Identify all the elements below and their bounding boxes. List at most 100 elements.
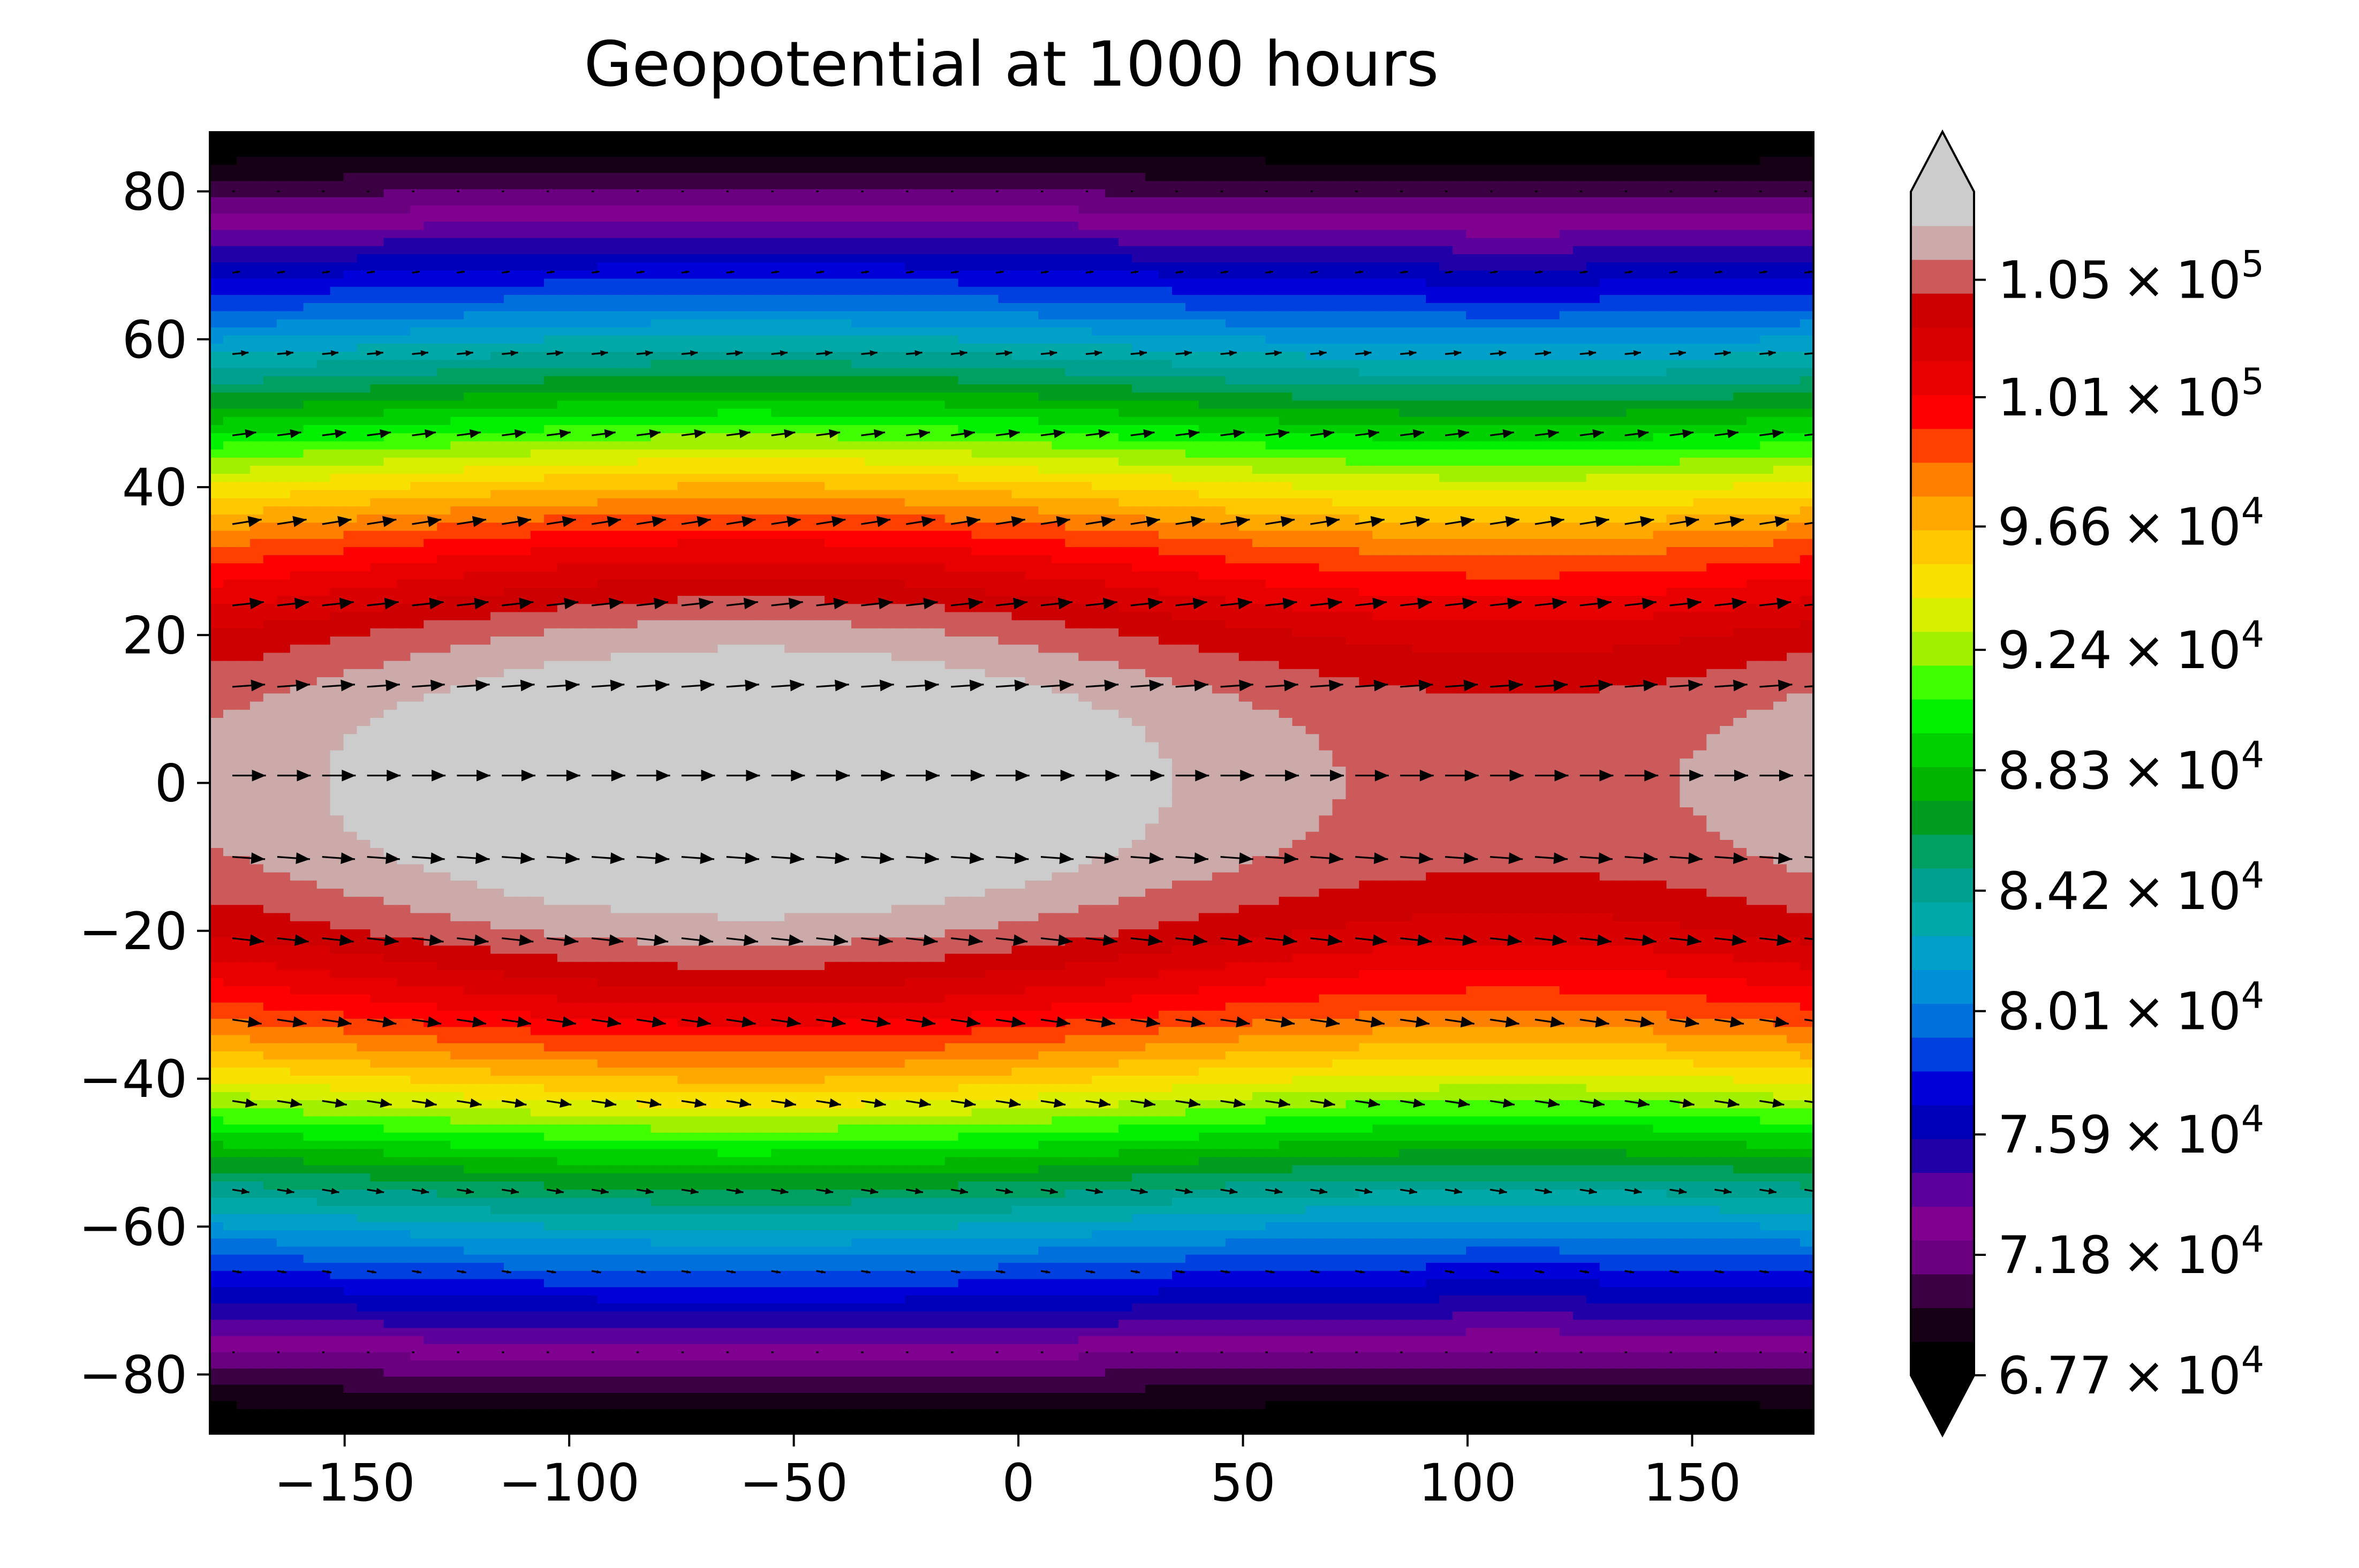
contour-cell [371, 198, 384, 206]
contour-cell [1760, 230, 1774, 238]
contour-cell [1012, 157, 1026, 165]
contour-cell [1212, 148, 1226, 157]
contour-cell [1025, 181, 1039, 190]
contour-cell [1412, 458, 1426, 466]
contour-cell [905, 189, 919, 198]
contour-cell [450, 148, 464, 157]
contour-cell [1760, 246, 1774, 255]
contour-cell [1653, 230, 1667, 238]
contour-cell [784, 295, 798, 304]
contour-cell [1172, 409, 1186, 418]
contour-cell [1746, 409, 1760, 418]
contour-cell [611, 246, 625, 255]
contour-cell [678, 206, 692, 214]
contour-cell [999, 295, 1012, 304]
contour-cell [678, 376, 692, 385]
contour-cell [1426, 441, 1440, 450]
contour-cell [1012, 206, 1026, 214]
contour-cell [330, 360, 344, 368]
contour-cell [1466, 400, 1480, 409]
contour-cell [1292, 458, 1306, 466]
contour-cell [771, 392, 785, 401]
contour-cell [932, 311, 946, 320]
contour-cell [664, 287, 678, 296]
contour-cell [611, 295, 625, 304]
contour-cell [1439, 254, 1453, 263]
contour-cell [1560, 238, 1574, 247]
contour-cell [357, 376, 371, 385]
contour-cell [330, 441, 344, 450]
contour-cell [424, 262, 437, 271]
contour-cell [918, 206, 932, 214]
contour-cell [771, 238, 785, 247]
contour-cell [1493, 279, 1507, 287]
contour-cell [1573, 392, 1587, 401]
contour-cell [1680, 311, 1693, 320]
contour-cell [598, 230, 611, 238]
contour-cell [1065, 206, 1079, 214]
contour-cell [410, 254, 424, 263]
contour-cell [1065, 230, 1079, 238]
contour-cell [1132, 173, 1146, 181]
contour-cell [490, 458, 504, 466]
contour-cell [1025, 254, 1039, 263]
contour-cell [450, 165, 464, 173]
contour-cell [999, 368, 1012, 377]
contour-cell [1466, 417, 1480, 426]
contour-cell [1720, 409, 1734, 418]
contour-cell [250, 328, 264, 336]
contour-cell [1600, 368, 1614, 377]
contour-cell [1333, 336, 1347, 344]
contour-cell [1386, 295, 1400, 304]
contour-cell [1266, 254, 1280, 263]
contour-cell [1226, 157, 1239, 165]
contour-cell [1372, 417, 1386, 426]
contour-cell [1546, 400, 1560, 409]
contour-cell [731, 303, 745, 312]
contour-cell [1212, 336, 1226, 344]
contour-cell [571, 433, 585, 442]
contour-cell [958, 198, 972, 206]
contour-cell [1105, 311, 1119, 320]
contour-cell [1720, 279, 1734, 287]
contour-cell [651, 400, 665, 409]
contour-cell [477, 311, 491, 320]
contour-cell [1132, 392, 1146, 401]
contour-cell [317, 148, 331, 157]
contour-cell [1159, 295, 1173, 304]
contour-cell [1306, 458, 1320, 466]
contour-cell [544, 409, 558, 418]
contour-cell [1386, 311, 1400, 320]
contour-cell [1560, 360, 1574, 368]
contour-cell [1399, 246, 1413, 255]
contour-cell [1412, 140, 1426, 149]
contour-cell [1706, 254, 1720, 263]
contour-cell [1212, 198, 1226, 206]
contour-cell [1720, 287, 1734, 296]
contour-cell [1573, 425, 1587, 434]
contour-cell [1372, 320, 1386, 328]
contour-cell [1560, 262, 1574, 271]
contour-cell [1185, 466, 1199, 474]
contour-cell [1720, 336, 1734, 344]
contour-cell [571, 295, 585, 304]
contour-cell [691, 400, 705, 409]
contour-cell [330, 417, 344, 426]
contour-cell [1279, 384, 1293, 393]
contour-cell [384, 181, 398, 190]
contour-cell [758, 400, 772, 409]
contour-cell [1506, 450, 1520, 458]
contour-cell [1667, 376, 1681, 385]
contour-cell [1733, 392, 1747, 401]
contour-cell [437, 262, 451, 271]
contour-cell [798, 246, 812, 255]
contour-cell [985, 295, 999, 304]
contour-cell [1118, 320, 1132, 328]
contour-cell [464, 238, 478, 247]
contour-cell [784, 376, 798, 385]
contour-cell [705, 246, 719, 255]
contour-cell [1359, 336, 1373, 344]
contour-cell [223, 222, 237, 230]
contour-cell [384, 384, 398, 393]
contour-cell [210, 254, 224, 263]
